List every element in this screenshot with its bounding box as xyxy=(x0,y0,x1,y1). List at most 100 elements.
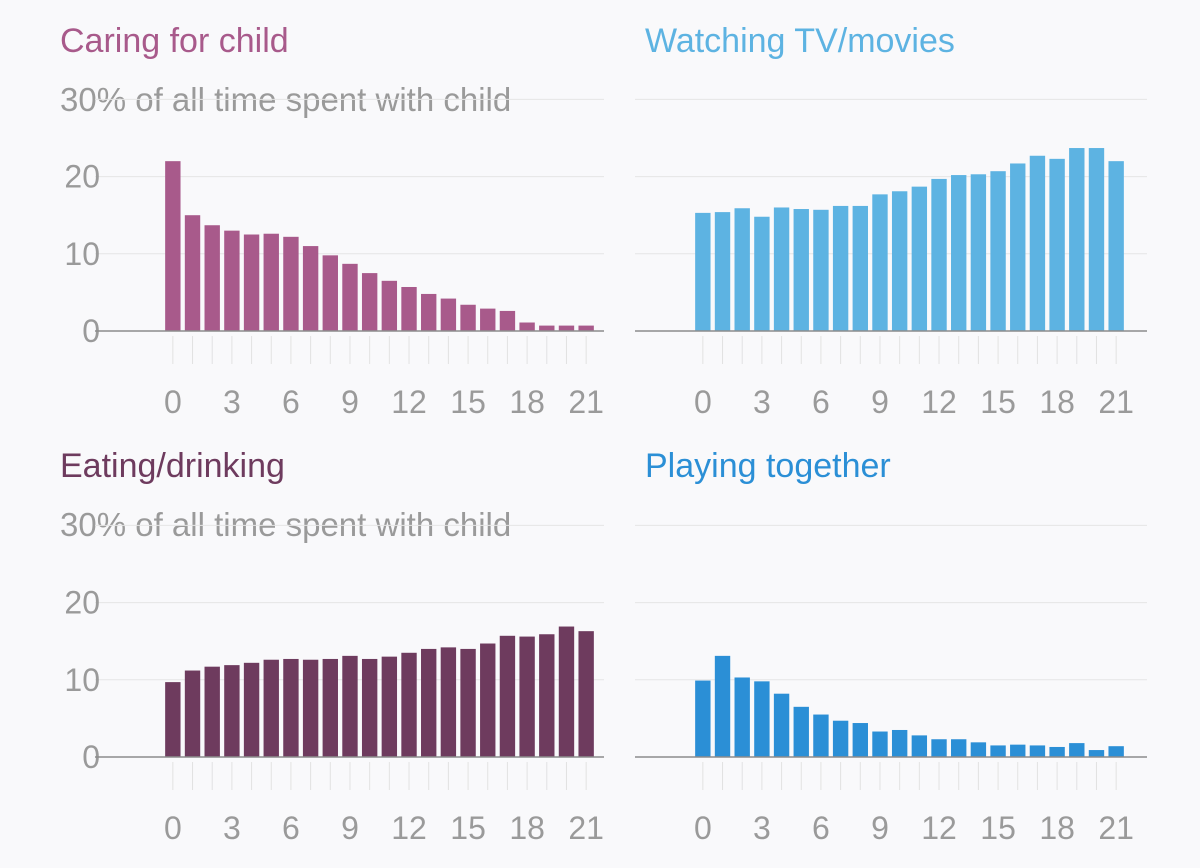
bar xyxy=(1069,743,1085,757)
bar xyxy=(539,325,555,331)
panel-eating-drinking: Eating/drinking 30% of all time spent wi… xyxy=(60,447,604,846)
bar xyxy=(1049,158,1065,331)
x-tick-label: 15 xyxy=(980,384,1016,420)
bar xyxy=(754,216,770,331)
bar xyxy=(1069,148,1085,331)
bar xyxy=(813,714,829,757)
y-tick-label: 0 xyxy=(82,313,100,349)
bar xyxy=(773,693,790,757)
x-tick-label: 9 xyxy=(341,810,359,846)
bar xyxy=(381,280,398,331)
bar xyxy=(714,212,731,331)
bar xyxy=(872,194,888,331)
bar xyxy=(1049,746,1065,757)
bar xyxy=(832,720,849,757)
gridlines xyxy=(635,524,1147,681)
x-tick-label: 6 xyxy=(812,384,830,420)
x-tick-label: 21 xyxy=(568,810,604,846)
x-tick-label: 18 xyxy=(509,384,545,420)
bar xyxy=(1108,746,1124,757)
bar xyxy=(283,658,299,757)
bar xyxy=(302,246,319,331)
bar xyxy=(224,665,240,757)
bar xyxy=(931,739,947,757)
bar xyxy=(519,322,535,331)
bar xyxy=(1010,744,1026,757)
bar xyxy=(440,647,457,757)
y-tick-label: 0 xyxy=(82,739,100,775)
x-tick-label: 0 xyxy=(694,810,712,846)
bar xyxy=(342,263,358,331)
bar xyxy=(911,735,928,757)
bar xyxy=(302,659,319,757)
bar xyxy=(263,233,279,331)
panel-caring-for-child: Caring for child 30% of all time spent w… xyxy=(60,22,604,420)
x-axis-labels: 0 3 6 9 12 15 18 21 xyxy=(694,384,1134,420)
x-tick-label: 6 xyxy=(282,810,300,846)
x-axis-ticks xyxy=(172,336,587,364)
bar xyxy=(1108,161,1124,331)
bar xyxy=(852,205,868,331)
bar xyxy=(891,191,908,331)
bar xyxy=(852,723,868,757)
bar xyxy=(165,161,181,331)
x-tick-label: 12 xyxy=(921,384,957,420)
x-tick-label: 0 xyxy=(164,810,182,846)
bar xyxy=(342,655,358,757)
bar xyxy=(793,209,809,331)
bar xyxy=(891,729,908,757)
x-axis-labels: 0 3 6 9 12 15 18 21 xyxy=(694,810,1134,846)
bar xyxy=(480,308,496,331)
bar xyxy=(381,656,398,757)
bar xyxy=(401,652,417,757)
x-axis-labels: 0 3 6 9 12 15 18 21 xyxy=(164,810,604,846)
x-tick-label: 3 xyxy=(223,384,241,420)
panel-playing-together: Playing together 0 3 6 9 12 15 18 21 xyxy=(635,447,1147,846)
bar xyxy=(1088,750,1105,757)
bar xyxy=(951,739,967,757)
bar xyxy=(695,680,711,757)
bar xyxy=(990,745,1006,757)
x-tick-label: 21 xyxy=(568,384,604,420)
bar xyxy=(499,635,516,757)
y-tick-label: 20 xyxy=(64,159,100,195)
bar xyxy=(1010,163,1026,331)
x-axis-ticks xyxy=(702,762,1117,790)
bar xyxy=(813,209,829,331)
x-tick-label: 15 xyxy=(450,384,486,420)
x-tick-label: 12 xyxy=(391,384,427,420)
bar xyxy=(421,293,437,331)
x-tick-label: 18 xyxy=(509,810,545,846)
x-tick-label: 18 xyxy=(1039,810,1075,846)
x-tick-label: 12 xyxy=(921,810,957,846)
bar xyxy=(204,225,220,331)
x-tick-label: 21 xyxy=(1098,384,1134,420)
bar xyxy=(243,234,260,331)
bar xyxy=(872,731,888,757)
x-axis-ticks xyxy=(702,336,1117,364)
x-tick-label: 6 xyxy=(282,384,300,420)
y-tick-label: 10 xyxy=(64,236,100,272)
panel-title: Watching TV/movies xyxy=(645,22,955,60)
bar xyxy=(695,212,711,331)
x-tick-label: 9 xyxy=(871,384,889,420)
x-tick-label: 12 xyxy=(391,810,427,846)
bar xyxy=(931,178,947,331)
bar xyxy=(322,658,338,757)
panel-watching-tv-movies: Watching TV/movies 0 3 6 9 12 15 18 21 xyxy=(635,22,1147,420)
bars xyxy=(695,655,1124,757)
y-axis-labels: 0 10 20 xyxy=(64,585,100,775)
panel-title: Caring for child xyxy=(60,22,289,60)
bar xyxy=(951,175,967,331)
bar xyxy=(1088,148,1105,331)
x-tick-label: 9 xyxy=(341,384,359,420)
x-tick-label: 15 xyxy=(980,810,1016,846)
bar xyxy=(793,706,809,757)
bar xyxy=(558,626,575,757)
bar xyxy=(734,208,750,331)
x-tick-label: 0 xyxy=(164,384,182,420)
bar xyxy=(714,655,731,757)
bar xyxy=(539,634,555,757)
bar xyxy=(480,643,496,757)
bar xyxy=(224,230,240,331)
